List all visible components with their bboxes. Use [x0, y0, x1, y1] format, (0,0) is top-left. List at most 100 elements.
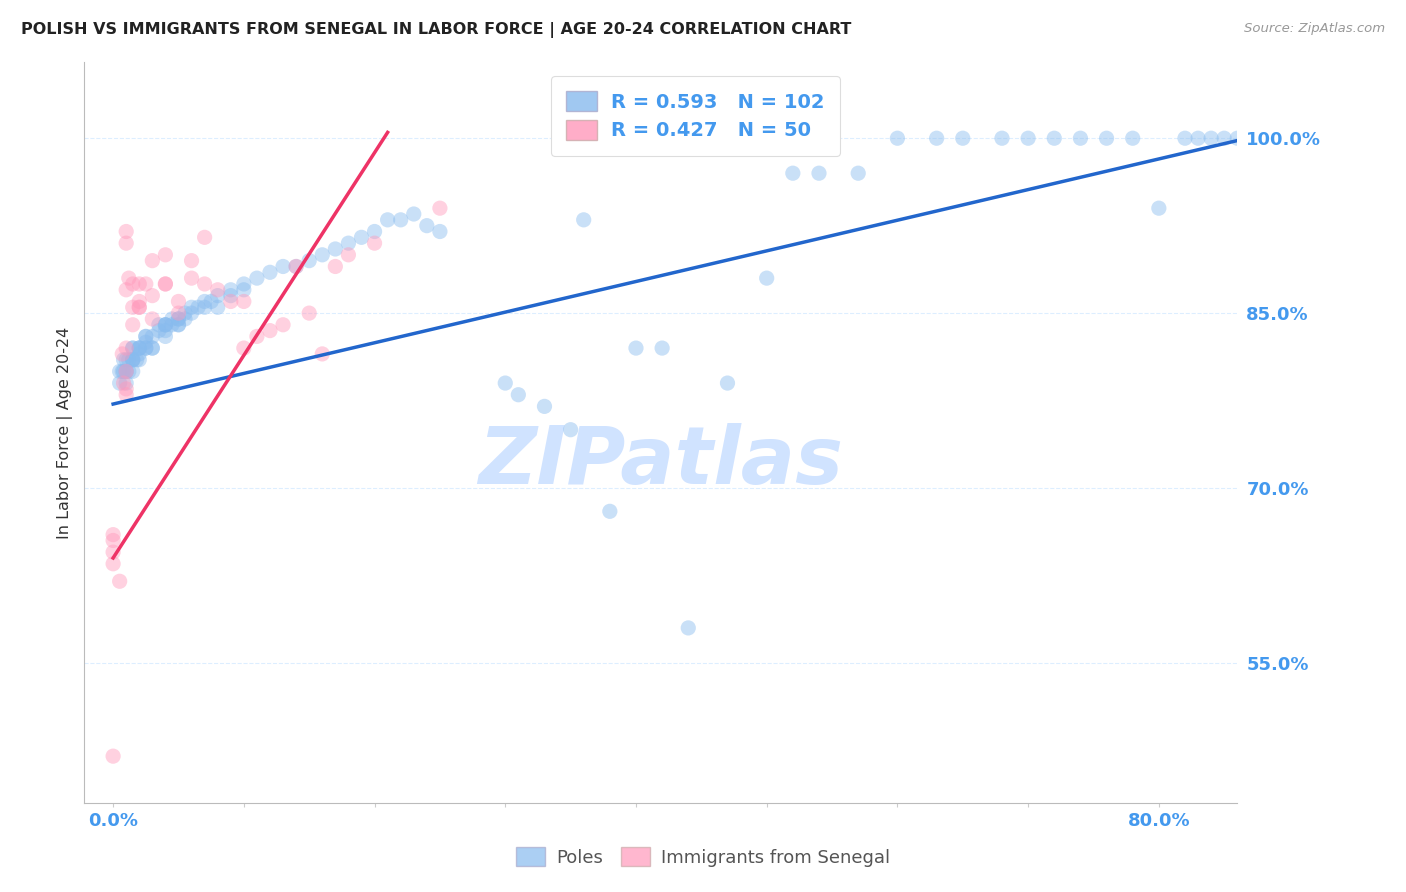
Point [624, 341, 647, 355]
Point [271, 260, 294, 274]
Point [135, 341, 157, 355]
Point [1069, 131, 1091, 145]
Point [101, 527, 124, 541]
Point [311, 248, 333, 262]
Point [298, 253, 321, 268]
Point [180, 271, 202, 285]
Point [115, 225, 138, 239]
Point [285, 260, 308, 274]
Point [155, 248, 177, 262]
Point [112, 376, 135, 390]
Point [429, 225, 451, 239]
Point [174, 306, 197, 320]
Point [115, 376, 138, 390]
Point [121, 300, 143, 314]
Point [121, 318, 143, 332]
Point [651, 341, 673, 355]
Point [508, 388, 530, 402]
Point [108, 376, 131, 390]
Point [219, 294, 242, 309]
Point [141, 329, 163, 343]
Legend: R = 0.593   N = 102, R = 0.427   N = 50: R = 0.593 N = 102, R = 0.427 N = 50 [551, 76, 839, 156]
Point [160, 318, 183, 332]
Point [886, 131, 908, 145]
Point [952, 131, 974, 145]
Point [572, 212, 595, 227]
Text: ZIPatlas: ZIPatlas [478, 423, 844, 501]
Point [1095, 131, 1118, 145]
Point [194, 230, 217, 244]
Point [135, 329, 157, 343]
Point [121, 352, 143, 367]
Point [219, 288, 242, 302]
Point [807, 166, 830, 180]
Point [246, 271, 269, 285]
Point [232, 294, 254, 309]
Point [232, 283, 254, 297]
Point [111, 364, 134, 378]
Point [259, 324, 281, 338]
Point [187, 300, 209, 314]
Point [141, 341, 163, 355]
Point [128, 341, 150, 355]
Text: POLISH VS IMMIGRANTS FROM SENEGAL IN LABOR FORCE | AGE 20-24 CORRELATION CHART: POLISH VS IMMIGRANTS FROM SENEGAL IN LAB… [21, 22, 852, 38]
Point [1213, 131, 1236, 145]
Point [128, 300, 150, 314]
Point [141, 253, 163, 268]
Point [101, 545, 124, 559]
Point [121, 341, 143, 355]
Legend: Poles, Immigrants from Senegal: Poles, Immigrants from Senegal [509, 840, 897, 874]
Point [128, 300, 150, 314]
Point [259, 265, 281, 279]
Point [155, 324, 177, 338]
Point [298, 306, 321, 320]
Point [141, 312, 163, 326]
Point [141, 288, 163, 302]
Point [118, 271, 141, 285]
Point [325, 260, 347, 274]
Point [148, 318, 170, 332]
Point [128, 341, 150, 355]
Point [194, 294, 217, 309]
Text: Source: ZipAtlas.com: Source: ZipAtlas.com [1244, 22, 1385, 36]
Point [115, 236, 138, 251]
Point [1226, 131, 1249, 145]
Point [108, 364, 131, 378]
Point [111, 347, 134, 361]
Point [155, 318, 177, 332]
Point [115, 382, 138, 396]
Point [363, 225, 385, 239]
Point [167, 318, 190, 332]
Y-axis label: In Labor Force | Age 20-24: In Labor Force | Age 20-24 [58, 326, 73, 539]
Point [121, 341, 143, 355]
Point [1043, 131, 1066, 145]
Point [389, 212, 412, 227]
Point [167, 294, 190, 309]
Point [377, 212, 399, 227]
Point [174, 312, 197, 326]
Point [232, 341, 254, 355]
Point [194, 277, 217, 291]
Point [311, 347, 333, 361]
Point [271, 318, 294, 332]
Point [325, 242, 347, 256]
Point [533, 400, 555, 414]
Point [121, 352, 143, 367]
Point [246, 329, 269, 343]
Point [121, 277, 143, 291]
Point [350, 230, 373, 244]
Point [128, 294, 150, 309]
Point [148, 324, 170, 338]
Point [167, 318, 190, 332]
Point [115, 341, 138, 355]
Point [115, 352, 138, 367]
Point [128, 277, 150, 291]
Point [1187, 131, 1209, 145]
Point [112, 364, 135, 378]
Point [167, 312, 190, 326]
Point [115, 364, 138, 378]
Point [402, 207, 425, 221]
Point [121, 352, 143, 367]
Point [101, 749, 124, 764]
Point [285, 260, 308, 274]
